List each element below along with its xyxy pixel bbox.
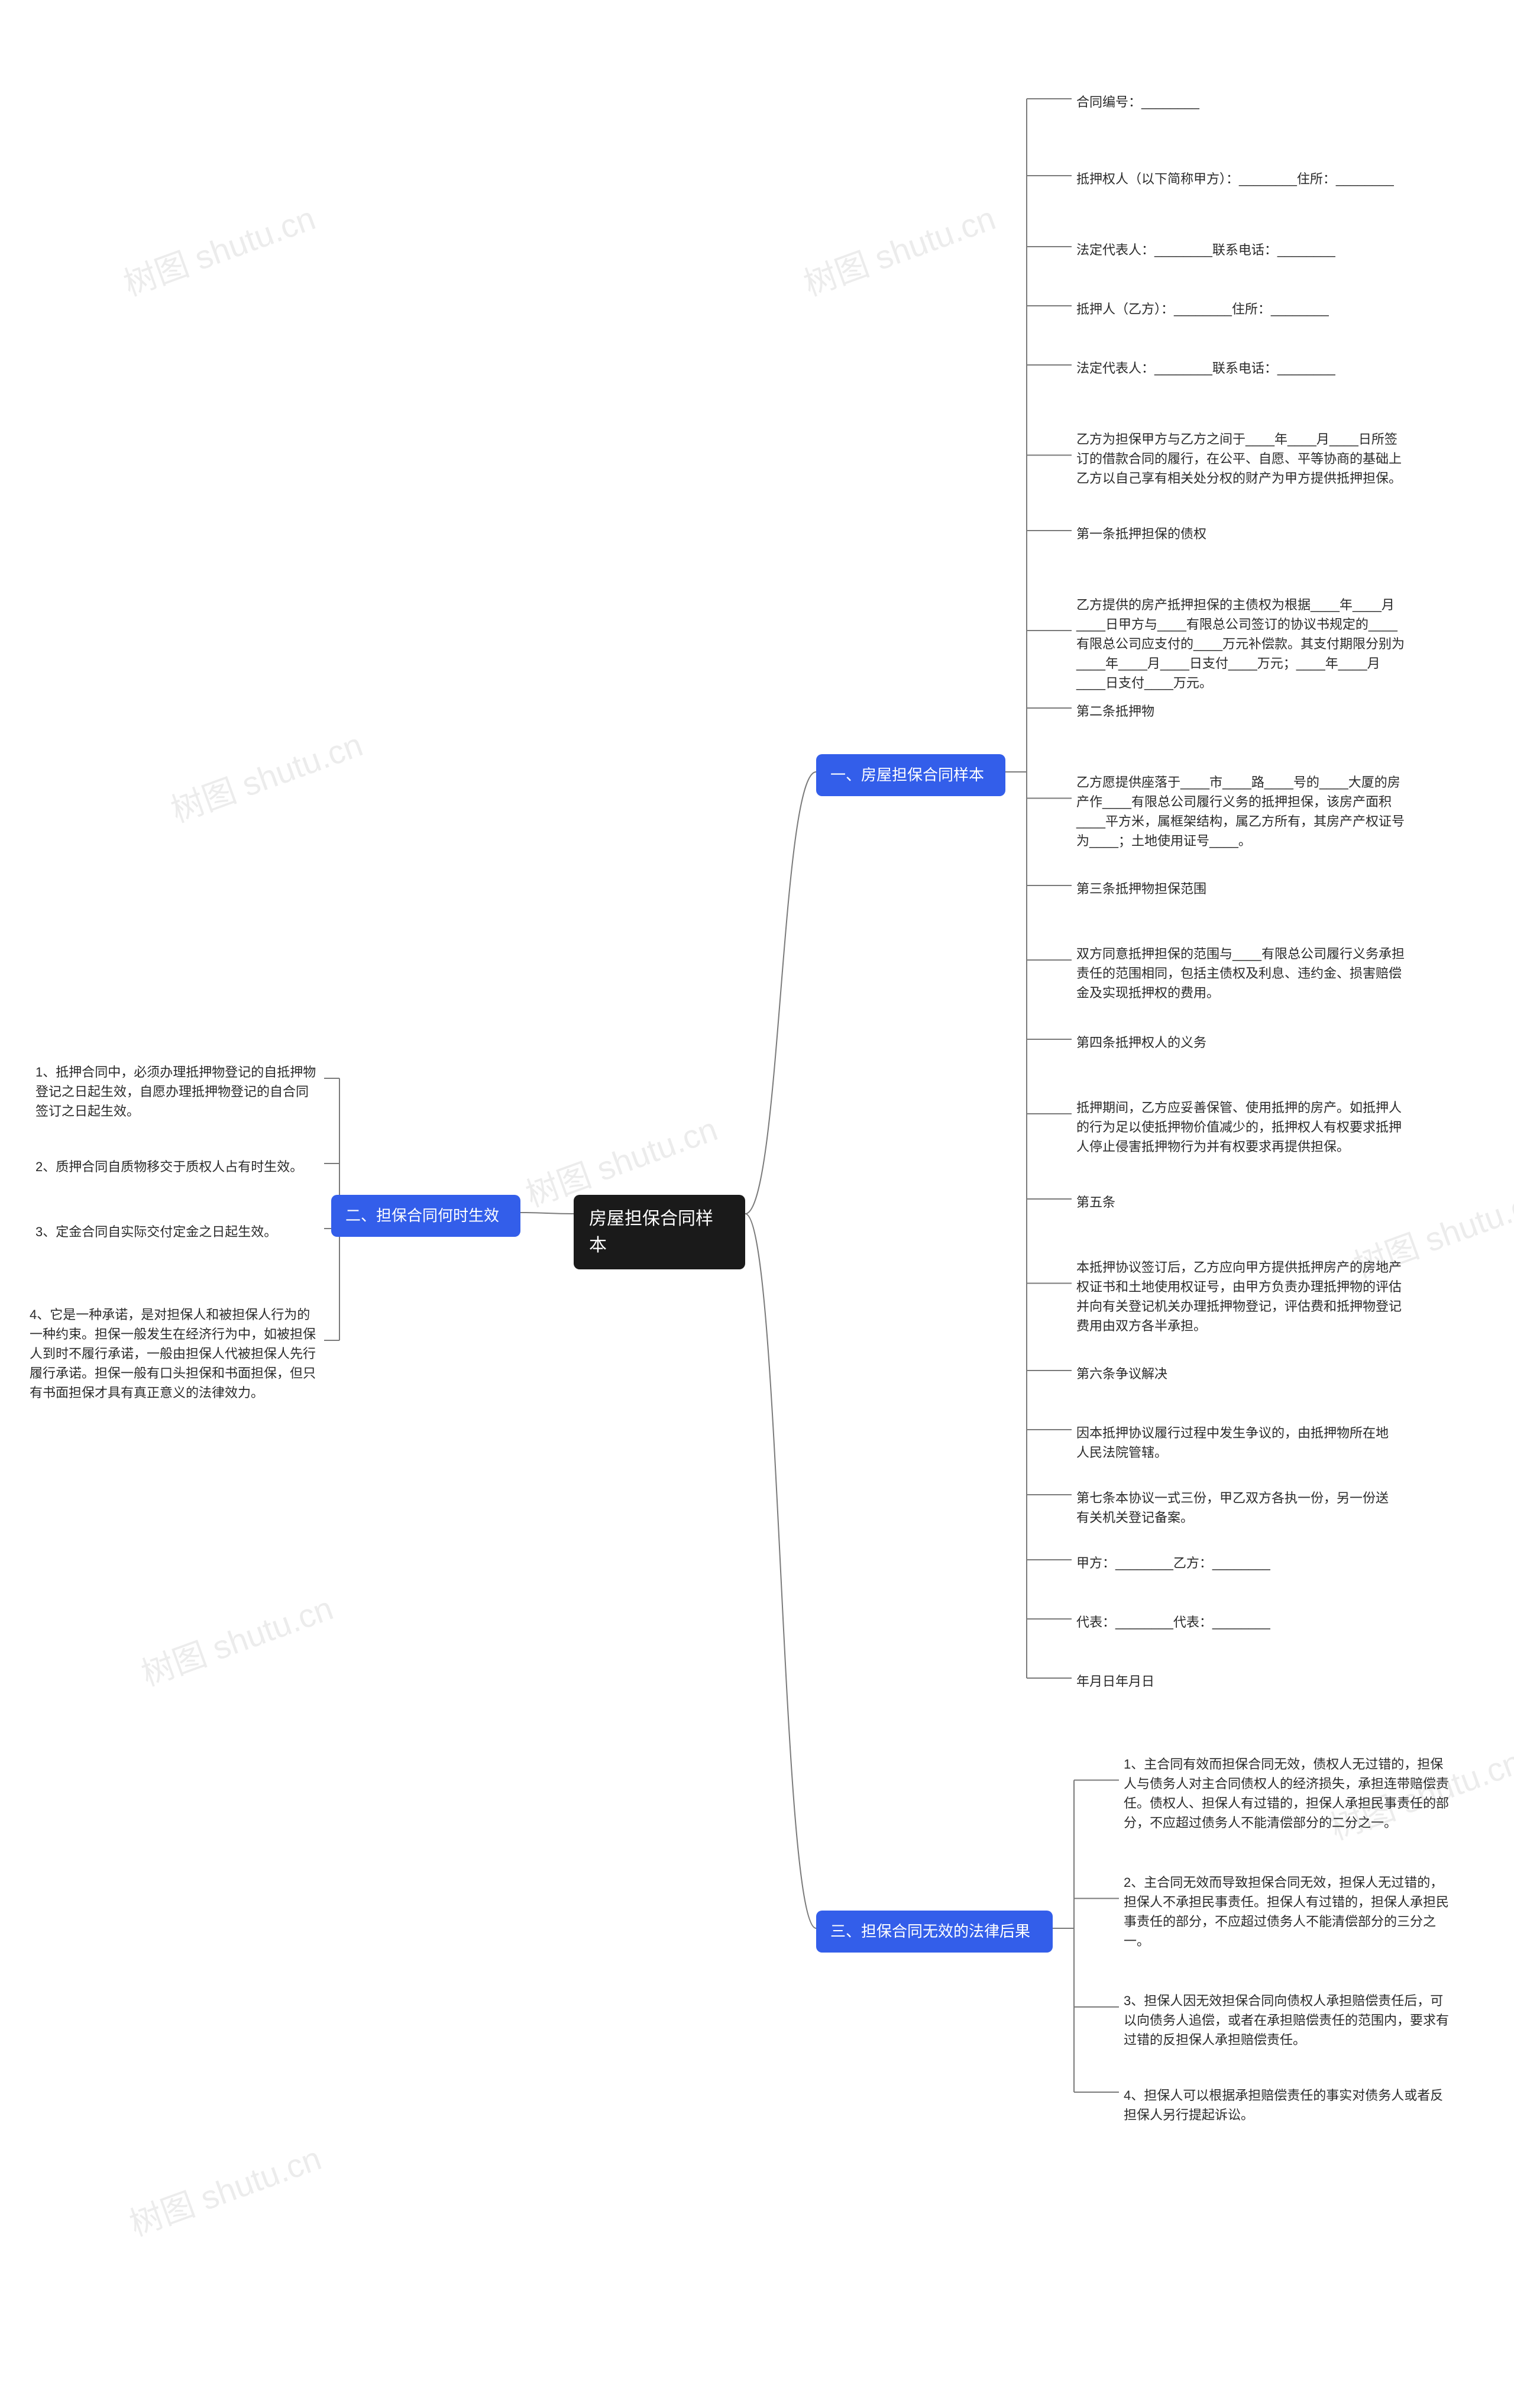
leaf-b1-16: 第六条争议解决: [1076, 1360, 1254, 1387]
root-node: 房屋担保合同样本: [574, 1195, 745, 1269]
leaf-b1-5: 乙方为担保甲方与乙方之间于____年____月____日所签订的借款合同的履行，…: [1076, 426, 1408, 492]
leaf-b1-17: 因本抵押协议履行过程中发生争议的，由抵押物所在地人民法院管辖。: [1076, 1420, 1396, 1466]
leaf-b1-0: 合同编号：________: [1076, 89, 1289, 115]
watermark: 树图 shutu.cn: [796, 192, 1001, 305]
leaf-b1-9: 乙方愿提供座落于____市____路____号的____大厦的房产作____有限…: [1076, 769, 1408, 854]
leaf-b3-3: 4、担保人可以根据承担赔偿责任的事实对债务人或者反担保人另行提起诉讼。: [1124, 2082, 1455, 2128]
leaf-b1-8: 第二条抵押物: [1076, 698, 1254, 725]
leaf-b1-2: 法定代表人：________联系电话：________: [1076, 237, 1396, 263]
leaf-b1-15: 本抵押协议签订后，乙方应向甲方提供抵押房产的房地产权证书和土地使用权证号，由甲方…: [1076, 1254, 1408, 1339]
leaf-b1-6: 第一条抵押担保的债权: [1076, 521, 1289, 547]
watermark: 树图 shutu.cn: [134, 1582, 339, 1695]
leaf-b1-19: 甲方：________乙方：________: [1076, 1550, 1325, 1576]
leaf-b3-2: 3、担保人因无效担保合同向债权人承担赔偿责任后，可以向债务人追偿，或者在承担赔偿…: [1124, 1987, 1455, 2053]
watermark: 树图 shutu.cn: [122, 2132, 327, 2245]
leaf-b2-3: 4、它是一种承诺，是对担保人和被担保人行为的一种约束。担保一般发生在经济行为中，…: [30, 1301, 319, 1406]
branch-b1: 一、房屋担保合同样本: [816, 754, 1005, 796]
leaf-b1-12: 第四条抵押权人的义务: [1076, 1029, 1289, 1056]
leaf-b3-0: 1、主合同有效而担保合同无效，债权人无过错的，担保人与债务人对主合同债权人的经济…: [1124, 1751, 1455, 1836]
leaf-b1-21: 年月日年月日: [1076, 1668, 1254, 1695]
watermark: 树图 shutu.cn: [116, 192, 321, 305]
leaf-b3-1: 2、主合同无效而导致担保合同无效，担保人无过错的，担保人不承担民事责任。担保人有…: [1124, 1869, 1455, 1954]
leaf-b1-4: 法定代表人：________联系电话：________: [1076, 355, 1396, 382]
branch-b2: 二、担保合同何时生效: [331, 1195, 520, 1237]
leaf-b1-7: 乙方提供的房产抵押担保的主债权为根据____年____月____日甲方与____…: [1076, 592, 1408, 696]
leaf-b1-18: 第七条本协议一式三份，甲乙双方各执一份，另一份送有关机关登记备案。: [1076, 1485, 1396, 1531]
leaf-b1-11: 双方同意抵押担保的范围与____有限总公司履行义务承担责任的范围相同，包括主债权…: [1076, 940, 1408, 1006]
leaf-b1-10: 第三条抵押物担保范围: [1076, 875, 1289, 902]
leaf-b2-0: 1、抵押合同中，必须办理抵押物登记的自抵押物登记之日起生效，自愿办理抵押物登记的…: [35, 1059, 319, 1124]
leaf-b1-14: 第五条: [1076, 1189, 1195, 1216]
leaf-b2-1: 2、质押合同自质物移交于质权人占有时生效。: [35, 1153, 319, 1180]
branch-b3: 三、担保合同无效的法律后果: [816, 1911, 1053, 1953]
leaf-b1-13: 抵押期间，乙方应妥善保管、使用抵押的房产。如抵押人的行为足以使抵押物价值减少的，…: [1076, 1094, 1408, 1160]
watermark: 树图 shutu.cn: [163, 718, 368, 832]
leaf-b2-2: 3、定金合同自实际交付定金之日起生效。: [35, 1218, 319, 1245]
leaf-b1-1: 抵押权人（以下简称甲方）：________住所：________: [1076, 166, 1396, 192]
leaf-b1-20: 代表：________代表：________: [1076, 1609, 1325, 1635]
leaf-b1-3: 抵押人（乙方）：________住所：________: [1076, 296, 1396, 322]
